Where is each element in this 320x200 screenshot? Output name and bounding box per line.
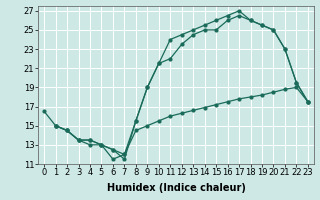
X-axis label: Humidex (Indice chaleur): Humidex (Indice chaleur) — [107, 183, 245, 193]
